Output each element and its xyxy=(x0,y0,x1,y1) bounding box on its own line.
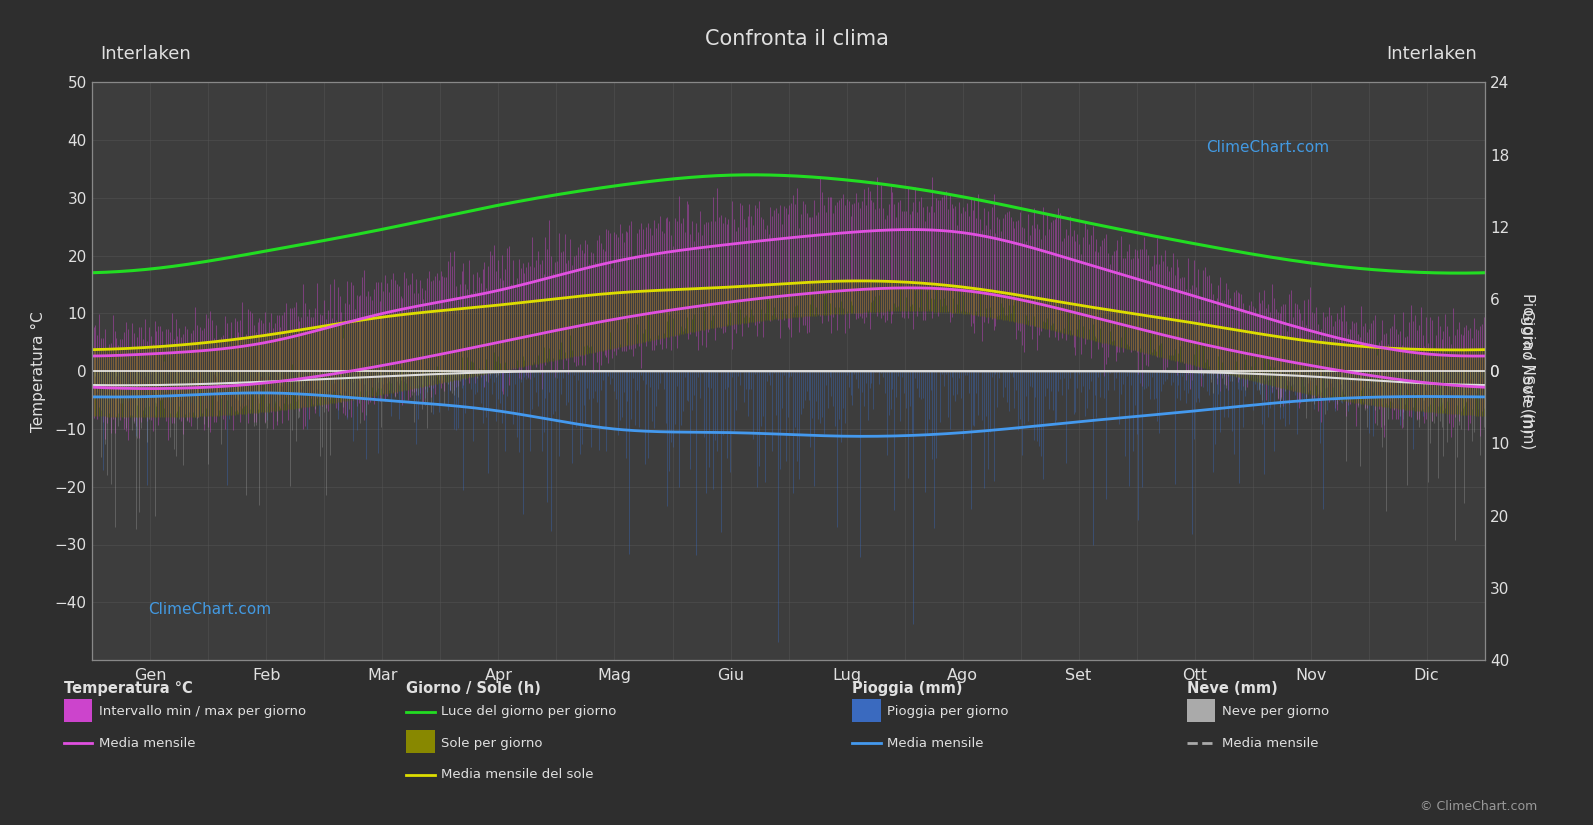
Text: Temperatura °C: Temperatura °C xyxy=(64,681,193,695)
Text: Giorno / Sole (h): Giorno / Sole (h) xyxy=(406,681,542,695)
Text: © ClimeChart.com: © ClimeChart.com xyxy=(1419,799,1537,813)
Y-axis label: Pioggia / Neve (mm): Pioggia / Neve (mm) xyxy=(1520,293,1534,450)
Text: Interlaken: Interlaken xyxy=(1386,45,1477,64)
Y-axis label: Giorno / Sole (h): Giorno / Sole (h) xyxy=(1520,309,1534,434)
Text: Media mensile: Media mensile xyxy=(887,737,984,750)
Text: Neve per giorno: Neve per giorno xyxy=(1222,705,1329,719)
Text: Media mensile: Media mensile xyxy=(1222,737,1319,750)
Text: Luce del giorno per giorno: Luce del giorno per giorno xyxy=(441,705,616,719)
Text: Neve (mm): Neve (mm) xyxy=(1187,681,1278,695)
Text: ClimeChart.com: ClimeChart.com xyxy=(1206,139,1329,155)
Y-axis label: Temperatura °C: Temperatura °C xyxy=(32,311,46,431)
Text: Media mensile del sole: Media mensile del sole xyxy=(441,768,594,781)
Text: Media mensile: Media mensile xyxy=(99,737,196,750)
Text: Interlaken: Interlaken xyxy=(100,45,191,64)
Text: Confronta il clima: Confronta il clima xyxy=(704,29,889,49)
Text: Intervallo min / max per giorno: Intervallo min / max per giorno xyxy=(99,705,306,719)
Text: Sole per giorno: Sole per giorno xyxy=(441,737,543,750)
Text: Pioggia per giorno: Pioggia per giorno xyxy=(887,705,1008,719)
Text: ClimeChart.com: ClimeChart.com xyxy=(148,601,271,617)
Text: Pioggia (mm): Pioggia (mm) xyxy=(852,681,962,695)
